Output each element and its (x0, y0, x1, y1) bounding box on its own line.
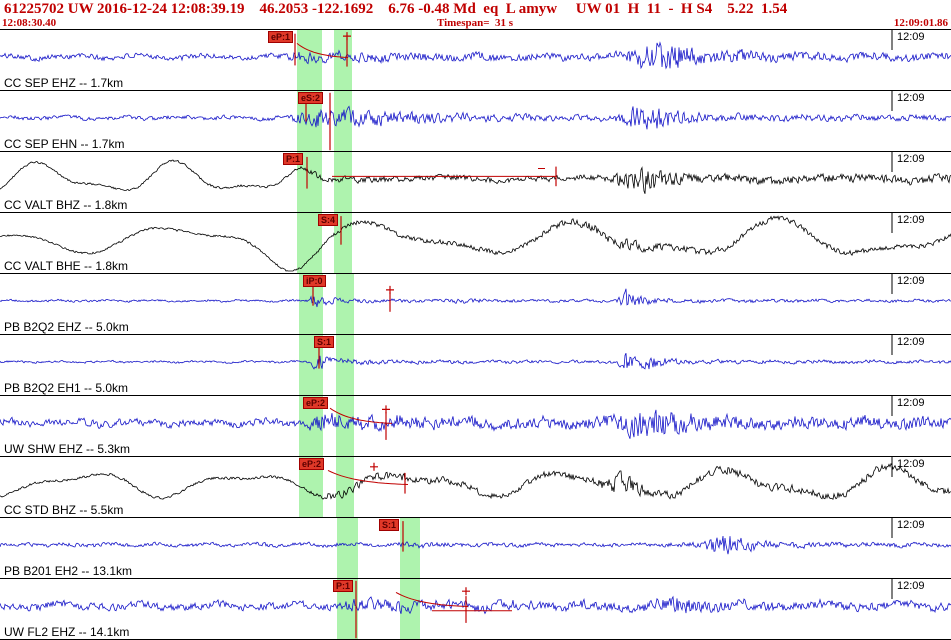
arrival-window-band (336, 335, 354, 395)
window-end-time: 12:09:01.86 (893, 17, 948, 29)
trace-station-label: PB B2Q2 EH1 -- 5.0km (4, 381, 129, 395)
seismogram-path (0, 409, 951, 439)
trace-panel-4[interactable]: S:4 12:09 CC VALT BHE -- 1.8km (0, 213, 951, 274)
minute-time-label: 12:09 (897, 92, 925, 104)
phase-pick-flag[interactable]: S:1 (314, 336, 335, 348)
waveform-6[interactable] (0, 335, 951, 396)
trace-station-label: CC VALT BHZ -- 1.8km (4, 198, 128, 212)
trace-panel-6[interactable]: S:1 12:09 PB B2Q2 EH1 -- 5.0km (0, 335, 951, 396)
trace-panel-5[interactable]: iP:0 12:09 PB B2Q2 EHZ -- 5.0km (0, 274, 951, 335)
seismogram-path (0, 215, 951, 272)
seismogram-path (0, 41, 951, 70)
minute-time-label: 12:09 (897, 214, 925, 226)
minute-time-label: 12:09 (897, 153, 925, 165)
coda-decay-curve (395, 591, 469, 607)
seismogram-path (0, 462, 951, 500)
coda-decay-curve (327, 469, 409, 485)
coda-decay-curve (296, 43, 349, 58)
arrival-window-band (400, 518, 420, 578)
trace-station-label: PB B2Q2 EHZ -- 5.0km (4, 320, 129, 334)
seismogram-path (0, 288, 951, 308)
seismogram-path (0, 159, 951, 194)
trace-panel-3[interactable]: P:1 12:09 CC VALT BHZ -- 1.8km (0, 152, 951, 213)
waveform-1[interactable] (0, 30, 951, 91)
phase-pick-flag[interactable]: eS:2 (298, 92, 324, 104)
trace-panel-8[interactable]: eP:2 12:09 CC STD BHZ -- 5.5km (0, 457, 951, 518)
arrival-window-band (336, 396, 354, 456)
minute-time-label: 12:09 (897, 519, 925, 531)
arrival-window-band (400, 579, 420, 639)
waveform-4[interactable] (0, 213, 951, 274)
trace-station-label: CC SEP EHN -- 1.7km (4, 137, 125, 151)
trace-station-label: UW FL2 EHZ -- 14.1km (4, 625, 130, 639)
arrival-window-band (337, 518, 358, 578)
coda-plus-marker (462, 587, 470, 596)
waveform-8[interactable] (0, 457, 951, 518)
waveform-10[interactable] (0, 579, 951, 640)
seismogram-path (0, 595, 951, 615)
phase-pick-flag[interactable]: eP:1 (268, 31, 294, 43)
trace-list: eP:1 12:09 CC SEP EHZ -- 1.7km eS:2 12:09 CC … (0, 29, 951, 640)
arrival-window-band (336, 457, 354, 517)
event-summary-header: 61225702 UW 2016-12-24 12:08:39.19 46.20… (4, 1, 788, 17)
seismogram-path (0, 105, 951, 130)
waveform-5[interactable] (0, 274, 951, 335)
arrival-window-band (334, 152, 352, 212)
coda-plus-marker (343, 32, 351, 41)
waveform-2[interactable] (0, 91, 951, 152)
phase-pick-flag[interactable]: S:4 (318, 214, 339, 226)
minute-time-label: 12:09 (897, 458, 925, 470)
minute-time-label: 12:09 (897, 580, 925, 592)
trace-panel-1[interactable]: eP:1 12:09 CC SEP EHZ -- 1.7km (0, 30, 951, 91)
trace-panel-2[interactable]: eS:2 12:09 CC SEP EHN -- 1.7km (0, 91, 951, 152)
seismogram-path (0, 535, 951, 555)
phase-pick-flag[interactable]: eP:2 (299, 458, 325, 470)
seismogram-path (0, 353, 951, 370)
timespan-label: Timespan= 31 s (436, 17, 514, 29)
arrival-window-band (334, 91, 352, 151)
trace-panel-7[interactable]: eP:2 12:09 UW SHW EHZ -- 5.3km (0, 396, 951, 457)
trace-panel-9[interactable]: S:1 12:09 PB B201 EH2 -- 13.1km (0, 518, 951, 579)
trace-station-label: UW SHW EHZ -- 5.3km (4, 442, 130, 456)
trace-station-label: CC SEP EHZ -- 1.7km (4, 76, 124, 90)
trace-station-label: PB B201 EH2 -- 13.1km (4, 564, 133, 578)
phase-pick-flag[interactable]: iP:0 (303, 275, 326, 287)
time-window-header: 12:08:30.40 Timespan= 31 s 12:09:01.86 (0, 18, 951, 29)
phase-pick-flag[interactable]: eP:2 (303, 397, 329, 409)
arrival-window-band (297, 213, 322, 273)
arrival-window-band (336, 274, 354, 334)
coda-decay-curve (329, 407, 393, 424)
trace-panel-10[interactable]: P:1 12:09 UW FL2 EHZ -- 14.1km (0, 579, 951, 640)
phase-pick-flag[interactable]: P:1 (283, 153, 304, 165)
coda-plus-marker (370, 462, 378, 471)
waveform-7[interactable] (0, 396, 951, 457)
phase-pick-flag[interactable]: P:1 (333, 580, 354, 592)
arrival-window-band (334, 213, 352, 273)
waveform-9[interactable] (0, 518, 951, 579)
minute-time-label: 12:09 (897, 31, 925, 43)
minute-time-label: 12:09 (897, 275, 925, 287)
phase-pick-flag[interactable]: S:1 (379, 519, 400, 531)
minute-time-label: 12:09 (897, 397, 925, 409)
trace-station-label: CC VALT BHE -- 1.8km (4, 259, 129, 273)
waveform-3[interactable] (0, 152, 951, 213)
window-start-time: 12:08:30.40 (2, 17, 57, 29)
trace-station-label: CC STD BHZ -- 5.5km (4, 503, 124, 517)
minute-time-label: 12:09 (897, 336, 925, 348)
